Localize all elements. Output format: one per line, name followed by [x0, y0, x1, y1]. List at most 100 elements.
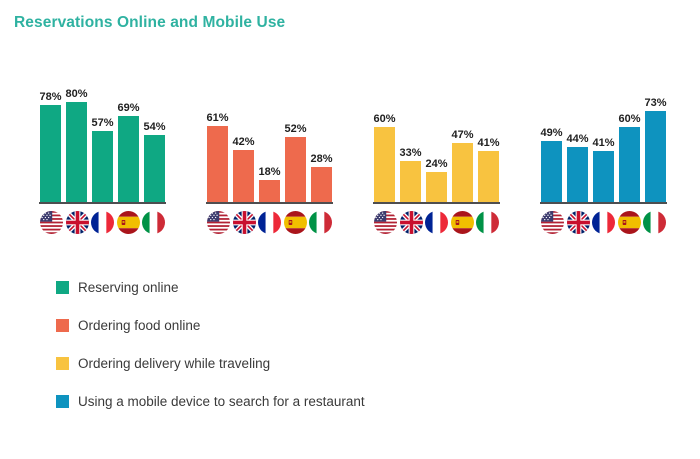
flag-it-icon: [476, 211, 499, 234]
bar-value-label: 28%: [310, 153, 333, 165]
flag-it-icon: [643, 211, 666, 234]
bars-area: 60% 33% 24% 47% 41%: [373, 88, 500, 204]
bar-value-label: 42%: [232, 135, 255, 148]
bar-group-2: 61% 42% 18% 52% 28%: [206, 88, 333, 234]
legend-swatch: [56, 395, 69, 408]
bar-value-label: 60%: [373, 113, 396, 125]
bar: [233, 149, 254, 202]
flags-row: [39, 211, 166, 234]
bar: [118, 115, 139, 202]
flag-gb-icon: [400, 211, 423, 234]
bar-value-label: 18%: [258, 165, 281, 178]
bar-value-label: 41%: [592, 136, 615, 149]
flag-fr-icon: [91, 211, 114, 234]
chart-title: Reservations Online and Mobile Use: [14, 14, 286, 31]
bar-slot: 47%: [451, 129, 474, 202]
flag-es-icon: [284, 211, 307, 234]
flag-us-icon: [40, 211, 63, 234]
flag-fr-icon: [425, 211, 448, 234]
bar-value-label: 60%: [618, 113, 641, 125]
bars-area: 49% 44% 41% 60% 73%: [540, 88, 667, 204]
legend-item-2: Ordering food online: [56, 318, 700, 333]
legend-item-4: Using a mobile device to search for a re…: [56, 394, 700, 409]
flags-row: [373, 211, 500, 234]
bar-slot: 80%: [65, 88, 88, 202]
bar-value-label: 78%: [39, 90, 62, 103]
bar-group-4: 49% 44% 41% 60% 73%: [540, 88, 667, 234]
flag-fr-icon: [258, 211, 281, 234]
flag-gb-icon: [567, 211, 590, 234]
bar-value-label: 49%: [540, 126, 563, 139]
bar: [259, 179, 280, 202]
bar-slot: 41%: [477, 136, 500, 202]
flags-row: [206, 211, 333, 234]
bar-value-label: 33%: [399, 146, 422, 159]
bar-slot: 44%: [566, 133, 589, 202]
bar: [541, 140, 562, 202]
bar-slot: 33%: [399, 146, 422, 202]
bar-value-label: 61%: [206, 111, 229, 124]
bar-slot: 28%: [310, 153, 333, 202]
bar-value-label: 69%: [117, 101, 140, 114]
bar-group-1: 78% 80% 57% 69% 54%: [39, 88, 166, 234]
bar: [144, 134, 165, 202]
flag-us-icon: [207, 211, 230, 234]
legend-label: Reserving online: [78, 280, 179, 295]
bars-area: 61% 42% 18% 52% 28%: [206, 88, 333, 204]
flags-row: [540, 211, 667, 234]
bar: [645, 110, 666, 202]
bar: [593, 150, 614, 202]
bar-value-label: 44%: [566, 133, 589, 145]
bar: [92, 130, 113, 202]
bar: [452, 143, 473, 202]
bar-value-label: 24%: [425, 158, 448, 170]
bar-slot: 60%: [618, 113, 641, 202]
bars-area: 78% 80% 57% 69% 54%: [39, 88, 166, 204]
legend-label: Ordering food online: [78, 318, 201, 333]
bar: [66, 102, 87, 202]
legend-swatch: [56, 319, 69, 332]
bar-slot: 60%: [373, 113, 396, 202]
bar-slot: 54%: [143, 121, 166, 202]
bar-group-3: 60% 33% 24% 47% 41%: [373, 88, 500, 234]
bar: [426, 172, 447, 202]
bar: [478, 150, 499, 202]
bar-value-label: 41%: [477, 136, 500, 149]
bar-value-label: 57%: [91, 116, 114, 129]
bar-value-label: 73%: [644, 96, 667, 109]
bar: [619, 127, 640, 202]
bar-slot: 69%: [117, 101, 140, 202]
flag-gb-icon: [66, 211, 89, 234]
legend-swatch: [56, 281, 69, 294]
bar-slot: 52%: [284, 123, 307, 202]
bar-slot: 78%: [39, 90, 62, 202]
bar-slot: 49%: [540, 126, 563, 202]
legend-item-3: Ordering delivery while traveling: [56, 356, 700, 371]
bar-slot: 61%: [206, 111, 229, 202]
chart-legend: Reserving online Ordering food online Orde…: [56, 280, 700, 409]
bar: [374, 127, 395, 202]
bar: [207, 125, 228, 202]
bar: [311, 167, 332, 202]
flag-es-icon: [451, 211, 474, 234]
bar-value-label: 47%: [451, 129, 474, 142]
flag-es-icon: [618, 211, 641, 234]
flag-it-icon: [309, 211, 332, 234]
flag-fr-icon: [592, 211, 615, 234]
legend-swatch: [56, 357, 69, 370]
legend-label: Using a mobile device to search for a re…: [78, 394, 365, 409]
bar: [40, 104, 61, 202]
bar: [400, 160, 421, 202]
legend-label: Ordering delivery while traveling: [78, 356, 271, 371]
flag-es-icon: [117, 211, 140, 234]
bar-chart: 78% 80% 57% 69% 54% 61% 42% 18% 52% 28% 60% 33% 24% 4…: [0, 88, 700, 234]
bar-slot: 57%: [91, 116, 114, 202]
flag-us-icon: [541, 211, 564, 234]
bar-value-label: 80%: [65, 88, 88, 100]
bar-value-label: 52%: [284, 123, 307, 135]
bar-slot: 42%: [232, 135, 255, 202]
bar: [285, 137, 306, 202]
flag-it-icon: [142, 211, 165, 234]
chart-page: Reservations Online and Mobile Use 78% 80…: [0, 14, 700, 459]
bar-slot: 73%: [644, 96, 667, 202]
